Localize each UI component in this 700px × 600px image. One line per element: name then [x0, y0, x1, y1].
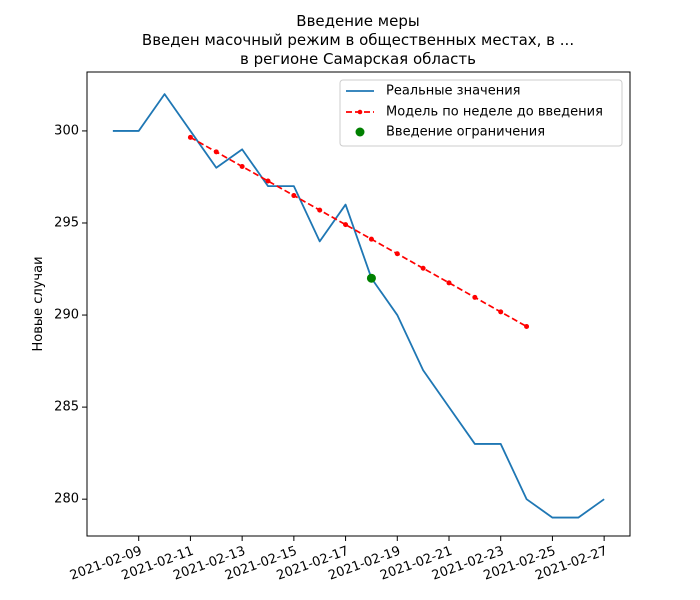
real-data-point: [241, 148, 243, 150]
series-line-model: [190, 136, 527, 328]
real-data-point: [163, 93, 165, 95]
real-data-point: [525, 498, 527, 500]
model-data-point: [524, 323, 530, 329]
real-data-point: [138, 130, 140, 132]
series-line-real: [112, 93, 605, 519]
y-tick-label: 300: [54, 123, 79, 138]
intervention-point: [366, 273, 376, 283]
chart-title-line-2: Введен масочный режим в общественных мес…: [142, 31, 574, 49]
real-data-point: [603, 498, 605, 500]
y-tick-label: 280: [54, 492, 79, 507]
legend-label-real: Реальные значения: [386, 84, 521, 99]
y-axis: 280 285 290 295 300: [54, 123, 87, 507]
y-tick-label: 295: [54, 215, 79, 230]
model-data-point: [472, 294, 478, 300]
model-data-point: [265, 178, 271, 184]
real-data-point: [319, 240, 321, 242]
model-data-point: [368, 236, 374, 242]
real-data-point: [474, 443, 476, 445]
axes-frame: [86, 71, 631, 537]
legend-label-intervention: Введение ограничения: [386, 125, 545, 140]
model-data-point: [213, 149, 219, 155]
legend-label-model: Модель по неделе до введения: [386, 105, 603, 120]
real-data-point: [215, 167, 217, 169]
model-data-point: [446, 280, 452, 286]
x-axis: 2021-02-092021-02-112021-02-132021-02-15…: [68, 536, 610, 584]
real-data-point: [448, 406, 450, 408]
model-data-point: [394, 251, 400, 257]
real-data-point: [344, 203, 346, 205]
real-data-point: [396, 314, 398, 316]
real-data-point: [500, 443, 502, 445]
y-tick-label: 285: [54, 400, 79, 415]
real-data-point: [189, 130, 191, 132]
real-data-point: [422, 369, 424, 371]
legend-marker-model: [357, 109, 363, 115]
plot-series: [112, 93, 605, 519]
real-data-point: [551, 516, 553, 518]
model-data-point: [317, 207, 323, 213]
y-tick-label: 290: [54, 308, 79, 323]
legend-marker-intervention: [355, 127, 365, 137]
model-data-point: [187, 134, 193, 140]
legend-box: [339, 79, 623, 147]
real-data-point: [112, 130, 114, 132]
real-data-point: [267, 185, 269, 187]
chart-title: Введение меры Введен масочный режим в об…: [142, 12, 574, 68]
model-data-point: [498, 309, 504, 315]
chart-title-line-1: Введение меры: [296, 12, 419, 30]
y-axis-label: Новые случаи: [31, 256, 46, 351]
model-data-point: [420, 265, 426, 271]
real-data-point: [577, 516, 579, 518]
model-data-point: [291, 193, 297, 199]
chart-title-line-3: в регионе Самарская область: [240, 50, 476, 68]
model-data-point: [343, 222, 349, 228]
real-data-point: [293, 185, 295, 187]
legend: Реальные значения Модель по неделе до вв…: [339, 79, 623, 147]
model-data-point: [239, 163, 245, 169]
